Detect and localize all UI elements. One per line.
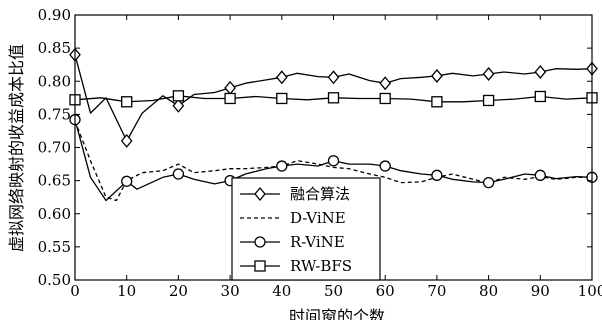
series-2-point	[431, 169, 443, 181]
x-tick-label: 50	[324, 282, 343, 300]
legend-label-0: 融合算法	[290, 185, 350, 203]
legend: 融合算法 D-ViNE R-ViNE RW-BFS	[231, 177, 381, 281]
series-0-point	[534, 64, 547, 79]
series-2-point	[534, 169, 546, 181]
series-0-point	[379, 76, 392, 91]
x-tick-label: 100	[578, 282, 602, 300]
series-0-point	[327, 70, 340, 85]
y-tick-label: 0.60	[38, 205, 71, 223]
series-3-point	[482, 94, 495, 107]
series-3-point	[379, 92, 391, 105]
legend-marker-3	[254, 260, 266, 272]
y-tick-label: 0.55	[38, 238, 71, 256]
series-0-point	[224, 80, 236, 95]
y-tick-label: 0.70	[38, 139, 71, 157]
series-3-point	[327, 92, 340, 104]
legend-marker-2	[254, 236, 266, 248]
series-0-point	[172, 98, 185, 113]
x-tick-label: 20	[169, 282, 188, 300]
x-tick-label: 80	[479, 282, 498, 300]
legend-label-2: R-ViNE	[290, 233, 345, 251]
series-3-point	[224, 92, 236, 105]
series-3-point	[431, 96, 443, 108]
x-tick-label: 40	[272, 282, 291, 300]
legend-marker-0	[254, 186, 266, 202]
series-0-point	[120, 133, 133, 148]
series-0-point	[482, 66, 495, 81]
series-0-point	[431, 68, 443, 83]
series-2-point	[121, 175, 133, 187]
series-3-point	[276, 92, 288, 105]
x-tick-label: 30	[221, 282, 240, 300]
series-3-point	[534, 90, 546, 103]
x-tick-label: 0	[70, 282, 80, 300]
series-2-point	[482, 176, 495, 189]
y-tick-label: 0.50	[38, 271, 71, 289]
ticks-group: 0 10 20 30 40 50 60 70 80 90 100 0.50 0.55 0.60 0.65 0.…	[38, 6, 602, 300]
y-tick-label: 0.90	[38, 6, 71, 24]
y-tick-label: 0.80	[38, 72, 71, 90]
x-tick-label: 60	[376, 282, 395, 300]
y-tick-label: 0.65	[38, 172, 71, 190]
legend-label-1: D-ViNE	[290, 209, 346, 227]
x-axis-label: 时间窗的个数	[289, 307, 385, 320]
y-tick-label: 0.75	[38, 105, 71, 123]
y-tick-label: 0.85	[38, 39, 71, 57]
series-2-point	[276, 160, 288, 172]
series-2-point	[379, 160, 391, 172]
series-0-point	[275, 70, 288, 85]
series-2-point	[172, 168, 185, 180]
x-tick-label: 10	[117, 282, 136, 300]
y-axis-label: 虚拟网络映射的收益成本比值	[7, 44, 26, 252]
series-3-point	[172, 90, 185, 102]
legend-label-3: RW-BFS	[290, 257, 352, 275]
series-1-line	[74, 120, 592, 202]
series-2-point	[327, 155, 340, 167]
x-tick-label: 70	[427, 282, 446, 300]
series-3-point	[121, 96, 133, 108]
plot-series-group	[69, 47, 598, 202]
x-tick-label: 90	[531, 282, 550, 300]
